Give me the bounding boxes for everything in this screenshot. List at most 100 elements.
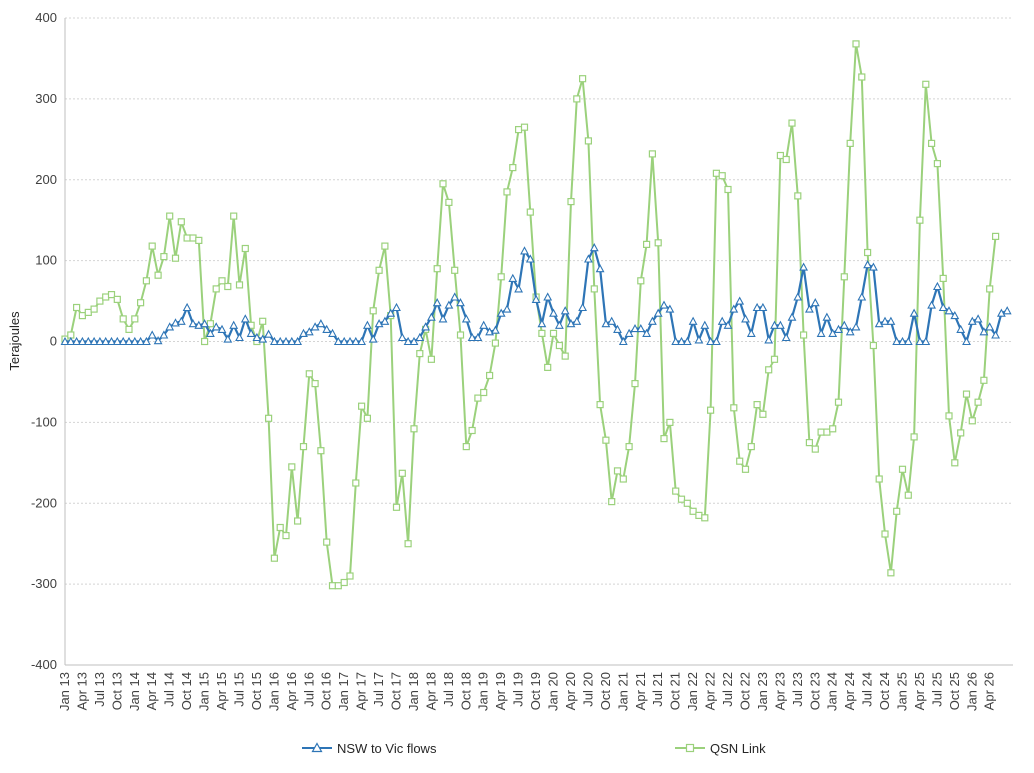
data-point[interactable] <box>857 292 867 301</box>
data-point[interactable] <box>630 323 640 333</box>
data-point[interactable] <box>595 264 605 273</box>
data-point[interactable] <box>781 332 791 342</box>
data-point[interactable] <box>834 324 843 333</box>
data-point[interactable] <box>729 304 739 313</box>
data-point[interactable] <box>578 75 587 83</box>
data-point[interactable] <box>701 514 709 522</box>
data-point[interactable] <box>863 260 873 269</box>
data-point[interactable] <box>788 119 796 127</box>
data-point[interactable] <box>735 296 745 305</box>
data-point[interactable] <box>490 325 500 334</box>
data-point[interactable] <box>822 312 832 321</box>
data-point[interactable] <box>252 332 262 342</box>
data-point[interactable] <box>549 329 558 337</box>
data-point[interactable] <box>392 302 401 312</box>
data-point[interactable] <box>758 302 768 312</box>
data-point[interactable] <box>200 319 210 328</box>
data-point[interactable] <box>352 479 360 487</box>
data-point[interactable] <box>276 523 284 532</box>
data-point[interactable] <box>305 370 313 378</box>
data-point[interactable] <box>84 308 92 316</box>
data-point[interactable] <box>927 300 937 309</box>
data-point[interactable] <box>736 457 744 465</box>
data-point[interactable] <box>131 315 139 323</box>
data-point[interactable] <box>514 284 524 293</box>
data-point[interactable] <box>776 151 785 160</box>
data-point[interactable] <box>956 324 966 333</box>
data-point[interactable] <box>874 319 884 328</box>
data-point[interactable] <box>916 216 924 224</box>
data-point[interactable] <box>531 294 541 303</box>
data-point[interactable] <box>793 292 803 301</box>
data-point[interactable] <box>666 418 674 426</box>
data-point[interactable] <box>858 73 866 81</box>
data-point[interactable] <box>258 334 268 343</box>
data-point[interactable] <box>601 319 611 328</box>
data-point[interactable] <box>229 320 239 329</box>
data-point[interactable] <box>223 334 233 343</box>
data-point[interactable] <box>265 414 273 422</box>
data-point[interactable] <box>887 569 895 577</box>
data-point[interactable] <box>60 336 70 346</box>
data-point[interactable] <box>509 164 517 172</box>
data-point[interactable] <box>182 302 192 312</box>
data-point[interactable] <box>410 425 418 433</box>
data-point[interactable] <box>893 507 901 515</box>
data-point[interactable] <box>711 336 721 346</box>
data-point[interactable] <box>759 410 767 418</box>
data-point[interactable] <box>333 336 343 346</box>
data-point[interactable] <box>83 336 93 346</box>
data-point[interactable] <box>269 336 279 346</box>
data-point[interactable] <box>631 380 639 388</box>
data-point[interactable] <box>584 137 593 145</box>
data-point[interactable] <box>980 376 988 384</box>
data-point[interactable] <box>520 123 529 131</box>
legend-item-nsw-to-vic-flows[interactable]: NSW to Vic flows <box>302 741 437 756</box>
data-point[interactable] <box>957 429 965 437</box>
data-point[interactable] <box>264 329 274 338</box>
data-point[interactable] <box>375 266 383 274</box>
data-point[interactable] <box>218 277 226 285</box>
data-point[interactable] <box>979 327 989 336</box>
data-point[interactable] <box>351 336 361 346</box>
data-point[interactable] <box>445 198 453 206</box>
data-point[interactable] <box>368 334 378 343</box>
data-point[interactable] <box>322 324 332 333</box>
data-point[interactable] <box>294 517 302 525</box>
data-point[interactable] <box>991 330 1001 339</box>
data-point[interactable] <box>968 417 976 425</box>
data-point[interactable] <box>672 487 680 495</box>
data-point[interactable] <box>409 336 419 346</box>
data-point[interactable] <box>427 355 435 363</box>
data-point[interactable] <box>311 380 319 388</box>
data-point[interactable] <box>973 314 983 323</box>
data-point[interactable] <box>474 394 482 402</box>
data-point[interactable] <box>695 511 703 520</box>
data-point[interactable] <box>403 336 413 346</box>
data-point[interactable] <box>112 336 122 346</box>
data-point[interactable] <box>486 371 494 380</box>
data-point[interactable] <box>915 336 925 346</box>
data-point[interactable] <box>282 531 290 540</box>
data-point[interactable] <box>526 208 534 216</box>
data-point[interactable] <box>567 198 575 206</box>
data-point[interactable] <box>683 499 691 507</box>
data-point[interactable] <box>910 433 918 441</box>
data-point[interactable] <box>212 285 220 293</box>
data-point[interactable] <box>794 192 802 200</box>
data-point[interactable] <box>299 443 308 451</box>
data-point[interactable] <box>89 336 99 346</box>
data-point[interactable] <box>753 401 761 409</box>
data-point[interactable] <box>840 273 848 281</box>
data-point[interactable] <box>461 314 471 323</box>
data-point[interactable] <box>141 336 151 346</box>
data-point[interactable] <box>421 322 431 331</box>
data-point[interactable] <box>967 316 977 325</box>
data-point[interactable] <box>694 335 704 344</box>
data-point[interactable] <box>962 336 971 346</box>
data-point[interactable] <box>328 328 337 337</box>
data-point[interactable] <box>404 540 412 548</box>
data-point[interactable] <box>211 322 221 331</box>
data-point[interactable] <box>660 435 668 443</box>
data-point[interactable] <box>689 507 697 515</box>
